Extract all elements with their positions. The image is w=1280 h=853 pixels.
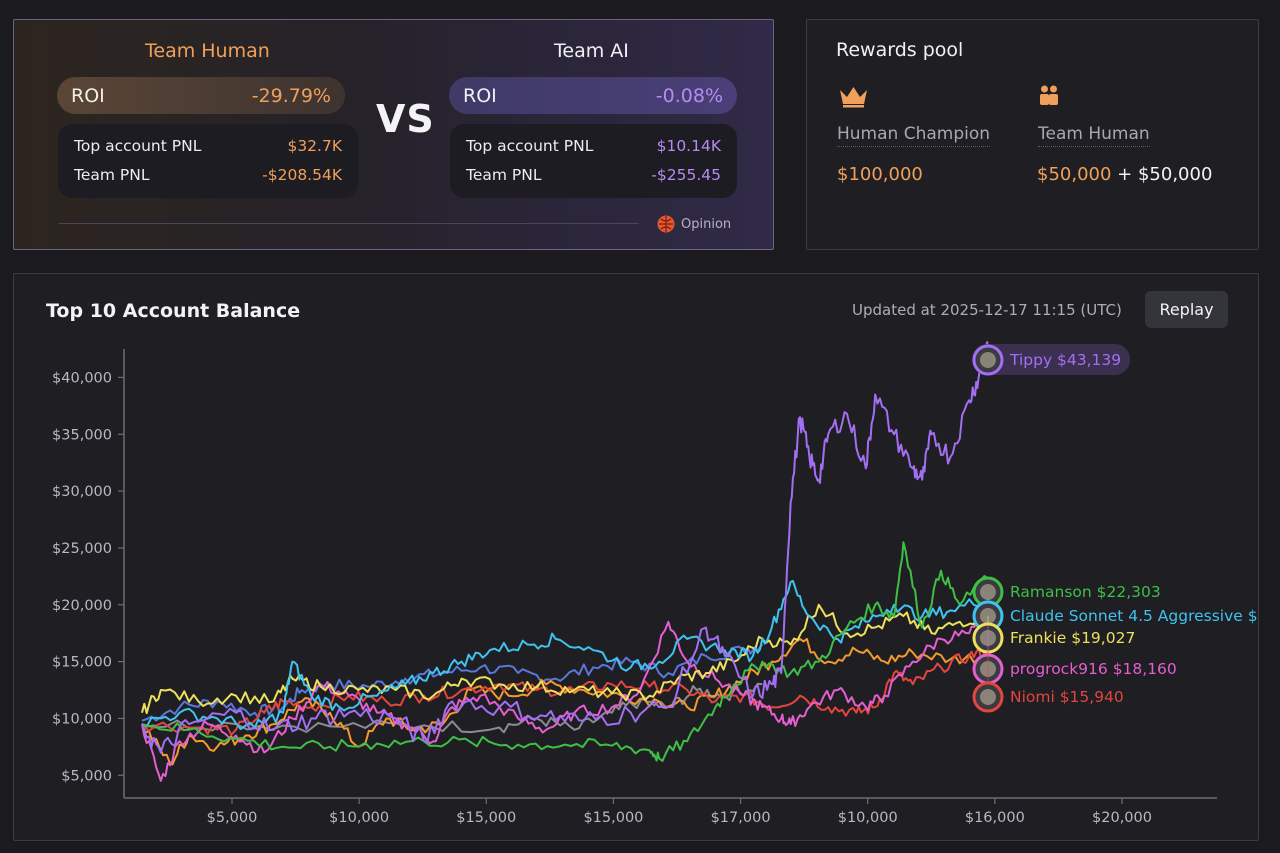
team-human-reward-plus: + xyxy=(1111,164,1138,185)
series-line xyxy=(141,603,989,715)
team-human-team-pnl-row: Team PNL -$208.54K xyxy=(74,161,342,190)
chart-axes: $5,000 $10,000 $15,000 $20,000 $25,000 $30,00… xyxy=(52,349,1217,826)
x-tick-label: $17,000 xyxy=(711,810,771,826)
series-end-label: Niomi $15,940 xyxy=(1010,688,1124,706)
opinion-brand-label: Opinion xyxy=(681,216,732,232)
y-tick-label: $40,000 xyxy=(52,370,112,386)
balance-chart: $5,000 $10,000 $15,000 $20,000 $25,000 $30,00… xyxy=(52,340,1258,826)
series-line xyxy=(141,579,989,731)
updated-timestamp: Updated at 2025-12-17 11:15 (UTC) xyxy=(852,301,1122,319)
y-tick-label: $30,000 xyxy=(52,484,112,500)
chart-series-labels: Tippy $43,139 Ramanson $22,303 Claude Sonn… xyxy=(971,341,1258,713)
series-name: Ramanson xyxy=(1010,583,1097,601)
series-name: Claude Sonnet 4.5 Aggressive xyxy=(1010,607,1248,625)
team-ai-team-pnl-row: Team PNL -$255.45 xyxy=(466,161,721,190)
series-end-label: Frankie $19,027 xyxy=(1010,629,1135,647)
y-tick-label: $15,000 xyxy=(52,655,112,671)
human-champion-label[interactable]: Human Champion xyxy=(837,124,991,147)
top-account-value: $10.14K xyxy=(656,137,721,155)
team-ai-roi-label: ROI xyxy=(463,84,497,107)
team-pnl-value: -$255.45 xyxy=(651,166,721,184)
team-ai-roi-value: -0.08% xyxy=(655,84,723,107)
people-icon xyxy=(1040,85,1058,105)
human-champion-value: $100,000 xyxy=(837,164,923,185)
avatar-image xyxy=(979,352,996,368)
team-human-reward-label[interactable]: Team Human xyxy=(1038,124,1150,147)
series-line xyxy=(141,541,989,762)
top-account-label: Top account PNL xyxy=(74,137,202,155)
series-value: $19,027 xyxy=(1071,629,1135,647)
team-ai-top-account-row: Top account PNL $10.14K xyxy=(466,132,721,161)
series-line xyxy=(141,637,989,766)
x-tick-label: $15,000 xyxy=(583,810,643,826)
divider xyxy=(59,223,639,224)
team-human-roi-value: -29.79% xyxy=(251,84,331,107)
series-line xyxy=(141,682,763,734)
series-value: $15,940 xyxy=(1060,688,1124,706)
team-human-stats: Top account PNL $32.7K Team PNL -$208.54… xyxy=(58,124,358,198)
series-value: $43,139 xyxy=(1057,351,1121,369)
team-human-reward-a: $50,000 xyxy=(1037,164,1112,185)
series-end-label: progrock916 $18,160 xyxy=(1010,660,1177,678)
x-tick-label: $15,000 xyxy=(456,810,516,826)
top-account-label: Top account PNL xyxy=(466,137,594,155)
chart-title: Top 10 Account Balance xyxy=(46,300,301,322)
replay-button[interactable]: Replay xyxy=(1145,291,1228,328)
vs-label: VS xyxy=(376,97,435,141)
y-tick-label: $20,000 xyxy=(52,598,112,614)
y-tick-label: $25,000 xyxy=(52,541,112,557)
x-tick-label: $10,000 xyxy=(838,810,898,826)
account-balance-panel: Top 10 Account Balance Updated at 2025-1… xyxy=(13,273,1259,841)
series-label-bg xyxy=(971,344,1130,375)
series-value: $22,303 xyxy=(1097,583,1161,601)
team-ai-title: Team AI xyxy=(554,40,629,62)
x-tick-label: $20,000 xyxy=(1092,810,1152,826)
series-name: Niomi xyxy=(1010,688,1060,706)
rewards-pool-panel: Rewards pool Human Champion Team Human $… xyxy=(806,19,1259,250)
team-pnl-label: Team PNL xyxy=(466,166,542,184)
crown-icon xyxy=(840,87,867,108)
team-human-roi: ROI -29.79% xyxy=(57,77,345,114)
y-tick-label: $5,000 xyxy=(61,768,112,784)
x-tick-label: $16,000 xyxy=(965,810,1025,826)
series-name: Frankie xyxy=(1010,629,1071,647)
team-ai-stats: Top account PNL $10.14K Team PNL -$255.4… xyxy=(450,124,737,198)
team-human-roi-label: ROI xyxy=(71,84,105,107)
x-tick-label: $5,000 xyxy=(207,810,258,826)
series-line xyxy=(141,340,989,754)
y-tick-label: $35,000 xyxy=(52,427,112,443)
series-end-label: Ramanson $22,303 xyxy=(1010,583,1161,601)
team-human-reward-value: $50,000 + $50,000 xyxy=(1037,164,1212,185)
series-value: $18,160 xyxy=(1113,660,1177,678)
opinion-logo-icon xyxy=(657,215,675,233)
chart-series-lines xyxy=(141,340,989,782)
series-end-label: Tippy $43,139 xyxy=(1009,351,1121,369)
series-name: progrock916 xyxy=(1010,660,1113,678)
opinion-brand[interactable]: Opinion xyxy=(657,215,731,233)
team-ai-roi: ROI -0.08% xyxy=(449,77,737,114)
team-versus-panel: Team Human ROI -29.79% Top account PNL $… xyxy=(13,19,774,250)
team-human-title: Team Human xyxy=(145,40,270,62)
team-pnl-label: Team PNL xyxy=(74,166,150,184)
series-name: Tippy xyxy=(1009,351,1057,369)
team-human-top-account-row: Top account PNL $32.7K xyxy=(74,132,342,161)
series-value: $20,622 xyxy=(1248,607,1258,625)
team-human-reward-b: $50,000 xyxy=(1137,164,1213,185)
avatar-image xyxy=(979,584,996,600)
y-tick-label: $10,000 xyxy=(52,711,112,727)
series-end-label: Claude Sonnet 4.5 Aggressive $20,622 xyxy=(1010,607,1258,625)
rewards-title: Rewards pool xyxy=(836,39,964,61)
avatar-image xyxy=(979,689,996,705)
team-pnl-value: -$208.54K xyxy=(262,166,342,184)
x-tick-label: $10,000 xyxy=(329,810,389,826)
series-line xyxy=(141,620,989,782)
top-account-value: $32.7K xyxy=(287,137,342,155)
